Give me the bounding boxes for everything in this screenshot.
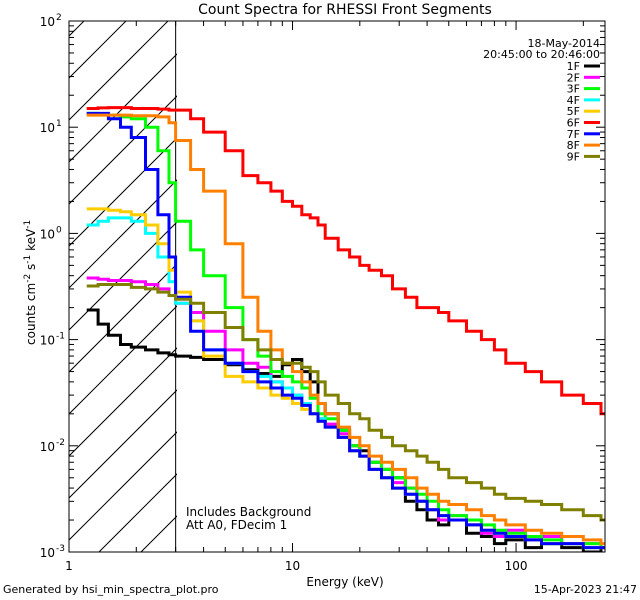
footer-generated-by: Generated by hsi_min_spectra_plot.pro [3,583,219,596]
y-tick-label: 10 [40,440,55,454]
x-axis-label: Energy (keV) [306,575,383,589]
legend-label: 4F [567,94,580,107]
y-tick-label: 10 [40,227,55,241]
series-group [86,106,605,552]
y-tick-exponent: -2 [56,438,65,448]
legend-label: 9F [567,150,580,163]
hatch-line [69,137,177,247]
y-tick-exponent: 0 [56,225,62,235]
hatch-line [69,21,127,79]
x-tick-label: 10 [285,559,300,573]
date-label: 18-May-2014 [528,37,600,50]
series-3f [86,111,605,550]
y-tick-exponent: 1 [56,119,62,129]
hatch-line [0,0,111,552]
legend-label: 7F [567,128,580,141]
hatch-line [69,21,169,121]
x-tick-label: 1 [65,559,73,573]
annotation-attenuator: Att A0, FDecim 1 [186,518,287,532]
series-6f [86,106,605,416]
x-tick-label: 100 [505,559,528,573]
y-axis-label: counts cm-2 s-1 keV-1 [23,220,38,345]
y-tick-exponent: -1 [56,332,65,342]
hatch-line [69,221,177,331]
chart-title: Count Spectra for RHESSI Front Segments [198,2,492,18]
y-tick-label: 10 [40,546,55,560]
y-tick-exponent: 2 [56,13,62,23]
annotation-background: Includes Background [186,505,311,519]
y-tick-exponent: -3 [56,544,65,554]
series-7f [86,111,605,550]
hatch-line [69,389,177,499]
series-4f [86,216,605,550]
legend-label: 5F [567,105,580,118]
hatch-line [0,0,69,552]
y-tick-label: 10 [40,15,55,29]
series-5f [86,207,605,550]
hatch-line [69,347,177,457]
hatch-line [69,431,177,541]
hatch-line [69,95,177,205]
hatched-region [0,0,177,552]
y-tick-label: 10 [40,121,55,135]
axis-ticks [68,20,605,553]
y-tick-label: 10 [40,334,55,348]
time-range-label: 20:45:00 to 20:46:00 [483,48,600,61]
hatch-line [69,179,177,289]
legend-label: 6F [567,117,580,130]
footer-timestamp: 15-Apr-2023 21:47 [533,583,637,596]
plot-frame [68,20,606,553]
series-9f [86,283,605,522]
legend-label: 1F [567,60,580,73]
series-8f [86,113,605,546]
legend-label: 8F [567,139,580,152]
legend-label: 2F [567,71,580,84]
hatch-line [69,305,177,415]
legend-label: 3F [567,83,580,96]
